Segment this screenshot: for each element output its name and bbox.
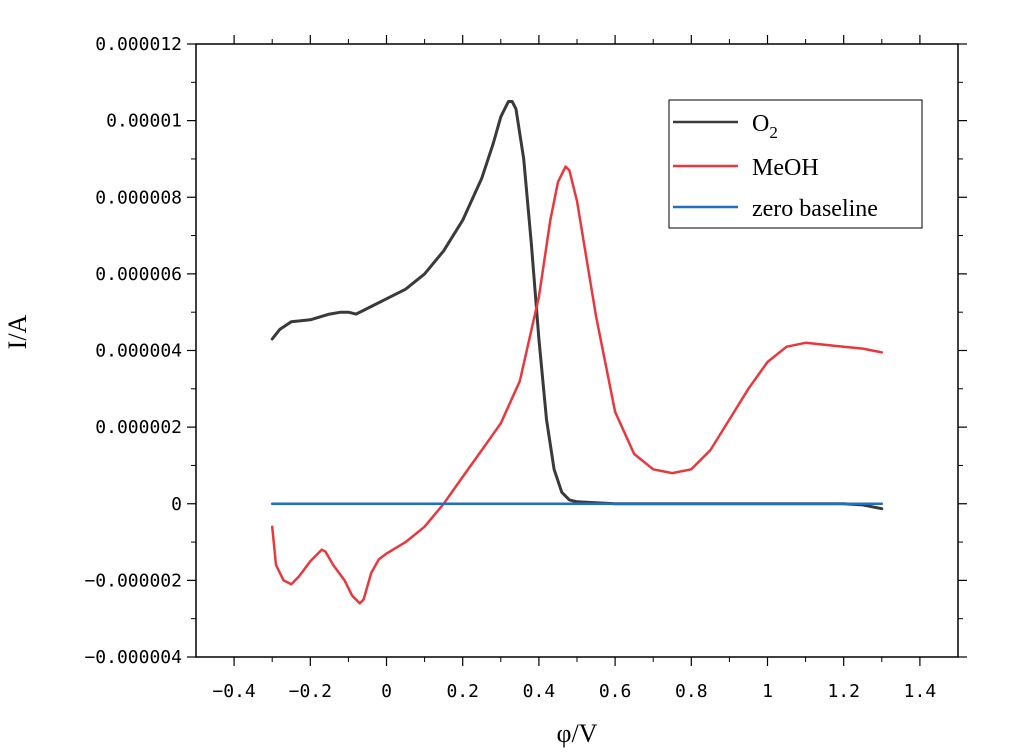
y-tick-label: 0.000002 [95,417,182,438]
y-tick-label: 0.000004 [95,341,182,362]
x-tick-label: 0 [381,681,392,702]
legend-label-zero-baseline: zero baseline [752,196,878,222]
legend-label-o2-base: O [752,111,769,137]
x-tick-label: 0.4 [523,681,556,702]
y-tick-label: 0.000008 [95,187,182,208]
series-meoh-line [270,165,884,605]
y-tick-label: 0.000006 [95,264,182,285]
x-tick-label: −0.2 [289,681,332,702]
x-tick-label: 0.6 [599,681,632,702]
x-axis-title: φ/V [556,719,597,748]
y-axis-title: I/A [3,314,32,349]
y-axis: −0.000004 −0.000002 0 0.000002 0.000004 0.000… [84,34,967,668]
x-tick-label: 0.2 [446,681,479,702]
legend-label-o2-sub: 2 [769,123,778,142]
legend-label-o2: O2 [752,111,778,142]
x-axis: −0.4 −0.2 0 0.2 0.4 0.6 0.8 1 1.2 1.4 [212,35,936,702]
y-tick-label: 0.00001 [106,111,182,132]
legend: O2 MeOH zero baseline [668,99,923,229]
x-tick-label: 1.4 [904,681,937,702]
y-tick-label: −0.000002 [84,570,182,591]
legend-label-meoh: MeOH [752,155,819,181]
x-tick-label: 1.2 [827,681,860,702]
x-tick-label: −0.4 [212,681,255,702]
x-tick-label: 1 [762,681,773,702]
y-tick-label: 0.000012 [95,34,182,55]
x-tick-label: 0.8 [675,681,708,702]
series-lines [270,100,884,605]
y-tick-label: 0 [171,494,182,515]
y-tick-label: −0.000004 [84,647,182,668]
